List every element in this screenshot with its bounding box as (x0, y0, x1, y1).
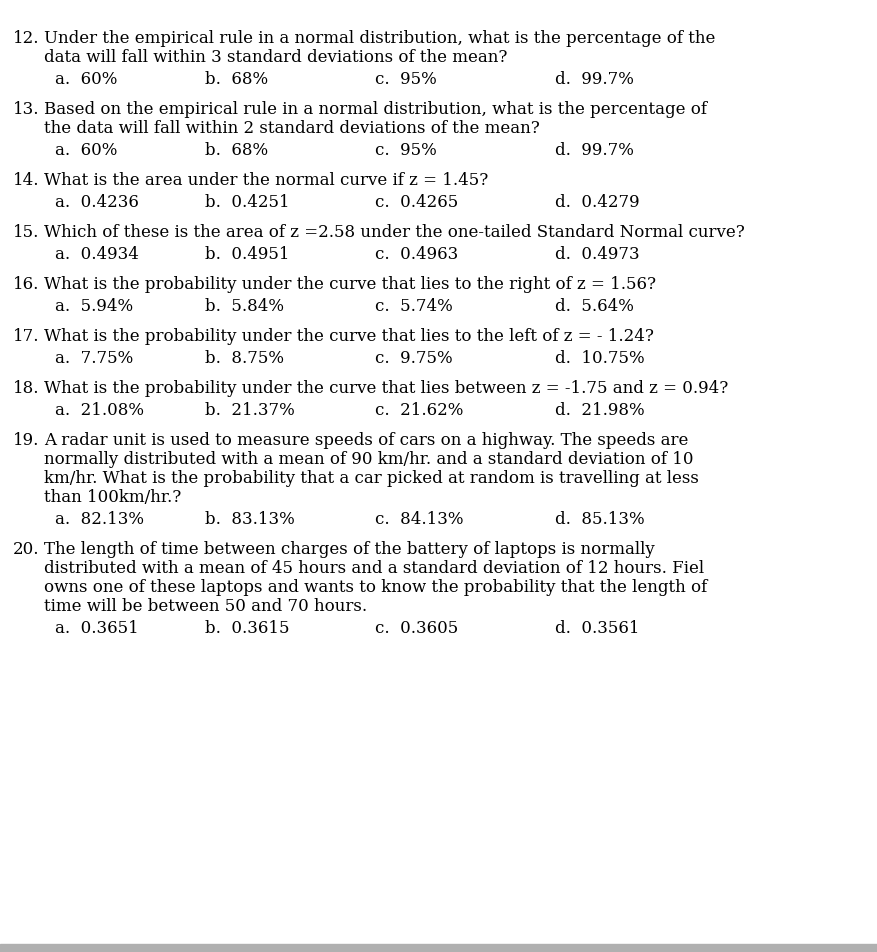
Text: the data will fall within 2 standard deviations of the mean?: the data will fall within 2 standard dev… (44, 120, 539, 137)
Text: b.  8.75%: b. 8.75% (205, 349, 284, 367)
Text: c.  0.4265: c. 0.4265 (375, 194, 459, 211)
Text: d.  5.64%: d. 5.64% (555, 298, 634, 315)
Text: owns one of these laptops and wants to know the probability that the length of: owns one of these laptops and wants to k… (44, 579, 707, 596)
Text: b.  21.37%: b. 21.37% (205, 402, 295, 419)
Text: A radar unit is used to measure speeds of cars on a highway. The speeds are: A radar unit is used to measure speeds o… (44, 431, 688, 448)
Text: a.  60%: a. 60% (55, 142, 118, 159)
Text: 20.: 20. (13, 541, 39, 558)
Text: 13.: 13. (13, 101, 39, 118)
Text: d.  0.4279: d. 0.4279 (555, 194, 639, 211)
Text: What is the probability under the curve that lies to the right of z = 1.56?: What is the probability under the curve … (44, 276, 656, 293)
Text: What is the probability under the curve that lies between z = -1.75 and z = 0.94: What is the probability under the curve … (44, 380, 728, 397)
Text: Which of these is the area of z =2.58 under the one-tailed Standard Normal curve: Which of these is the area of z =2.58 un… (44, 224, 745, 241)
Text: than 100km/hr.?: than 100km/hr.? (44, 488, 182, 506)
Text: 16.: 16. (13, 276, 39, 293)
Text: c.  0.3605: c. 0.3605 (375, 620, 459, 637)
Text: a.  7.75%: a. 7.75% (55, 349, 133, 367)
Text: a.  0.4934: a. 0.4934 (55, 246, 139, 263)
Text: km/hr. What is the probability that a car picked at random is travelling at less: km/hr. What is the probability that a ca… (44, 469, 699, 486)
Text: d.  0.3561: d. 0.3561 (555, 620, 639, 637)
Text: a.  82.13%: a. 82.13% (55, 510, 144, 527)
Text: a.  0.4236: a. 0.4236 (55, 194, 139, 211)
Text: 12.: 12. (13, 30, 39, 47)
Text: b.  5.84%: b. 5.84% (205, 298, 284, 315)
Text: d.  99.7%: d. 99.7% (555, 142, 634, 159)
Text: a.  60%: a. 60% (55, 71, 118, 88)
Text: d.  10.75%: d. 10.75% (555, 349, 645, 367)
Text: distributed with a mean of 45 hours and a standard deviation of 12 hours. Fiel: distributed with a mean of 45 hours and … (44, 560, 704, 577)
Bar (0, 944, 877, 952)
Text: d.  0.4973: d. 0.4973 (555, 246, 639, 263)
Text: d.  85.13%: d. 85.13% (555, 510, 645, 527)
Text: data will fall within 3 standard deviations of the mean?: data will fall within 3 standard deviati… (44, 50, 508, 66)
Text: c.  21.62%: c. 21.62% (375, 402, 463, 419)
Text: c.  84.13%: c. 84.13% (375, 510, 464, 527)
Text: Based on the empirical rule in a normal distribution, what is the percentage of: Based on the empirical rule in a normal … (44, 101, 707, 118)
Text: c.  0.4963: c. 0.4963 (375, 246, 459, 263)
Text: c.  5.74%: c. 5.74% (375, 298, 453, 315)
Text: 17.: 17. (13, 327, 39, 345)
Text: normally distributed with a mean of 90 km/hr. and a standard deviation of 10: normally distributed with a mean of 90 k… (44, 450, 694, 467)
Text: a.  5.94%: a. 5.94% (55, 298, 133, 315)
Text: a.  21.08%: a. 21.08% (55, 402, 144, 419)
Text: b.  68%: b. 68% (205, 142, 268, 159)
Text: b.  0.3615: b. 0.3615 (205, 620, 289, 637)
Text: d.  99.7%: d. 99.7% (555, 71, 634, 88)
Text: The length of time between charges of the battery of laptops is normally: The length of time between charges of th… (44, 541, 655, 558)
Text: What is the probability under the curve that lies to the left of z = - 1.24?: What is the probability under the curve … (44, 327, 654, 345)
Text: b.  0.4251: b. 0.4251 (205, 194, 289, 211)
Text: d.  21.98%: d. 21.98% (555, 402, 645, 419)
Text: time will be between 50 and 70 hours.: time will be between 50 and 70 hours. (44, 598, 367, 614)
Text: b.  68%: b. 68% (205, 71, 268, 88)
Text: 18.: 18. (13, 380, 39, 397)
Text: 15.: 15. (13, 224, 39, 241)
Text: a.  0.3651: a. 0.3651 (55, 620, 139, 637)
Text: What is the area under the normal curve if z = 1.45?: What is the area under the normal curve … (44, 172, 488, 188)
Text: c.  95%: c. 95% (375, 71, 437, 88)
Text: b.  83.13%: b. 83.13% (205, 510, 295, 527)
Text: c.  95%: c. 95% (375, 142, 437, 159)
Text: c.  9.75%: c. 9.75% (375, 349, 453, 367)
Text: 19.: 19. (13, 431, 39, 448)
Text: b.  0.4951: b. 0.4951 (205, 246, 289, 263)
Text: 14.: 14. (13, 172, 39, 188)
Text: Under the empirical rule in a normal distribution, what is the percentage of the: Under the empirical rule in a normal dis… (44, 30, 716, 47)
